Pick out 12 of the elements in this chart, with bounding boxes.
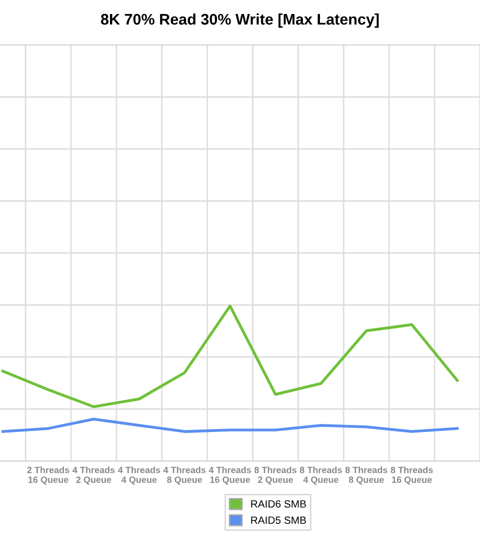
x-tick-label: 8 Threads 8 Queue: [345, 466, 388, 485]
x-tick-label: 8 Threads 2 Queue: [254, 466, 296, 485]
x-tick-label: 8 Threads 4 Queue: [300, 466, 342, 485]
x-tick-label: 4 Threads 8 Queue: [163, 466, 206, 485]
legend-label: RAID5 SMB: [251, 516, 306, 524]
x-tick-label: 4 Threads 16 Queue: [208, 466, 252, 485]
x-tick-label: 4 Threads 2 Queue: [72, 466, 115, 485]
legend-label: RAID6 SMB: [251, 500, 306, 508]
chart-title: 8K 70% Read 30% Write [Max Latency]: [100, 13, 379, 28]
x-tick-label: 2 Threads 16 Queue: [27, 466, 70, 485]
x-tick-label: 8 Threads 16 Queue: [390, 466, 433, 485]
x-tick-label: 4 Threads 4 Queue: [118, 466, 160, 485]
